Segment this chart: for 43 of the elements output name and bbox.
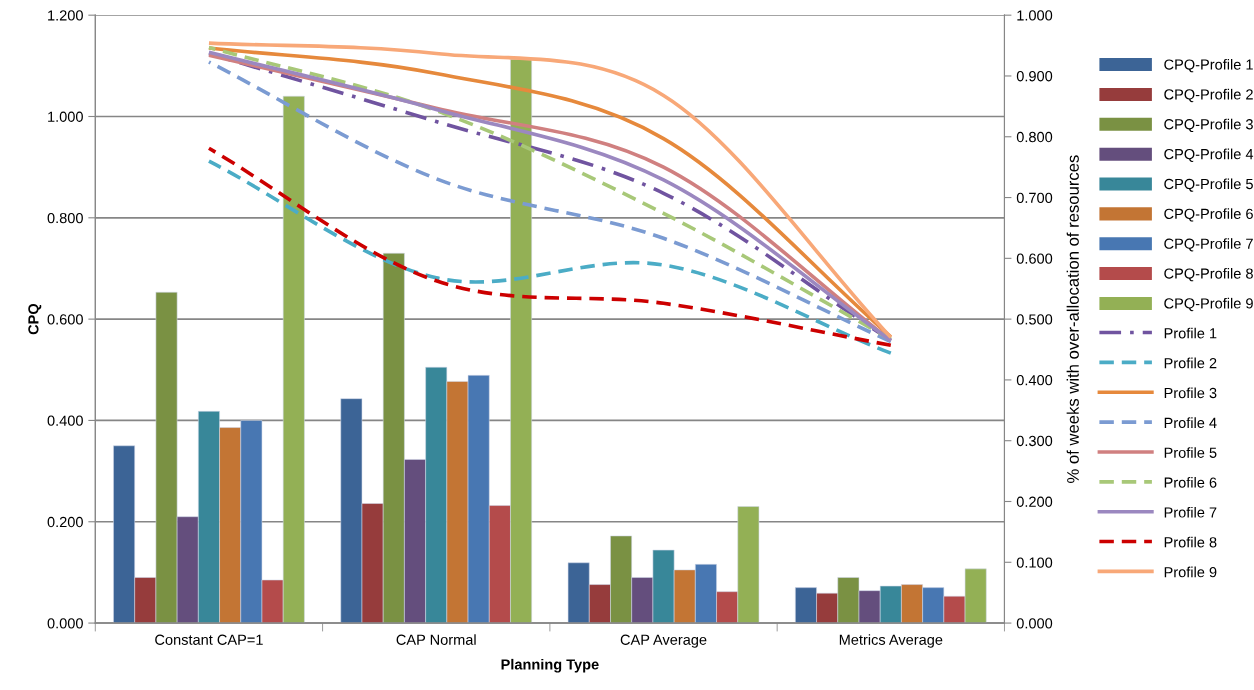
- legend-label: CPQ-Profile 3: [1164, 118, 1253, 133]
- legend-label: Profile 9: [1164, 566, 1217, 578]
- y2-tick-label: 0.200: [1016, 496, 1053, 507]
- legend-label: Profile 3: [1164, 387, 1217, 399]
- legend-label: CPQ-Profile 4: [1164, 148, 1254, 162]
- legend-label: Profile 7: [1164, 506, 1217, 518]
- y-tick-label: 1.200: [48, 10, 83, 21]
- x-tick-label: Constant CAP=1: [155, 634, 263, 645]
- y2-tick-label: 0.800: [1016, 131, 1053, 143]
- legend-label: Profile 5: [1164, 447, 1217, 458]
- legend-label: CPQ-Profile 5: [1164, 178, 1253, 192]
- y2-tick-label: 0.100: [1016, 557, 1053, 568]
- legend-label: CPQ-Profile 1: [1164, 59, 1253, 73]
- legend-label: CPQ-Profile 6: [1164, 208, 1253, 222]
- legend-label: Profile 2: [1164, 357, 1217, 369]
- x-tick-label: CAP Average: [620, 634, 707, 648]
- y-tick-label: 0.800: [47, 212, 83, 224]
- legend-label: Profile 6: [1164, 477, 1217, 488]
- x-tick-label: CAP Normal: [396, 634, 476, 645]
- x-axis-title: Planning Type: [501, 658, 599, 673]
- legend-label: CPQ-Profile 8: [1164, 268, 1253, 282]
- y2-axis-title: % of weeks with over-allocation of resources: [1066, 155, 1079, 483]
- legend-label: CPQ-Profile 7: [1164, 238, 1253, 252]
- y-axis-title: CPQ: [28, 303, 42, 335]
- y2-tick-label: 0.000: [1016, 618, 1053, 629]
- y2-tick-label: 0.400: [1016, 375, 1053, 386]
- x-tick-label: Metrics Average: [839, 634, 943, 648]
- y2-tick-label: 0.900: [1016, 71, 1053, 82]
- y2-tick-label: 0.500: [1016, 314, 1053, 325]
- y2-tick-label: 0.600: [1016, 253, 1053, 264]
- legend-label: Profile 8: [1164, 536, 1217, 548]
- y2-tick-label: 1.000: [1017, 10, 1053, 21]
- y-tick-label: 1.000: [48, 111, 83, 122]
- legend-label: Profile 1: [1164, 327, 1217, 339]
- legend-label: CPQ-Profile 9: [1164, 297, 1253, 312]
- y2-tick-label: 0.300: [1016, 435, 1053, 447]
- legend-label: Profile 4: [1164, 417, 1217, 429]
- y-tick-label: 0.400: [47, 415, 83, 426]
- y2-tick-label: 0.700: [1016, 192, 1053, 203]
- legend-label: CPQ-Profile 2: [1164, 88, 1253, 103]
- y-tick-label: 0.200: [47, 516, 83, 528]
- y-tick-label: 0.000: [47, 618, 83, 629]
- y-tick-label: 0.600: [47, 314, 83, 325]
